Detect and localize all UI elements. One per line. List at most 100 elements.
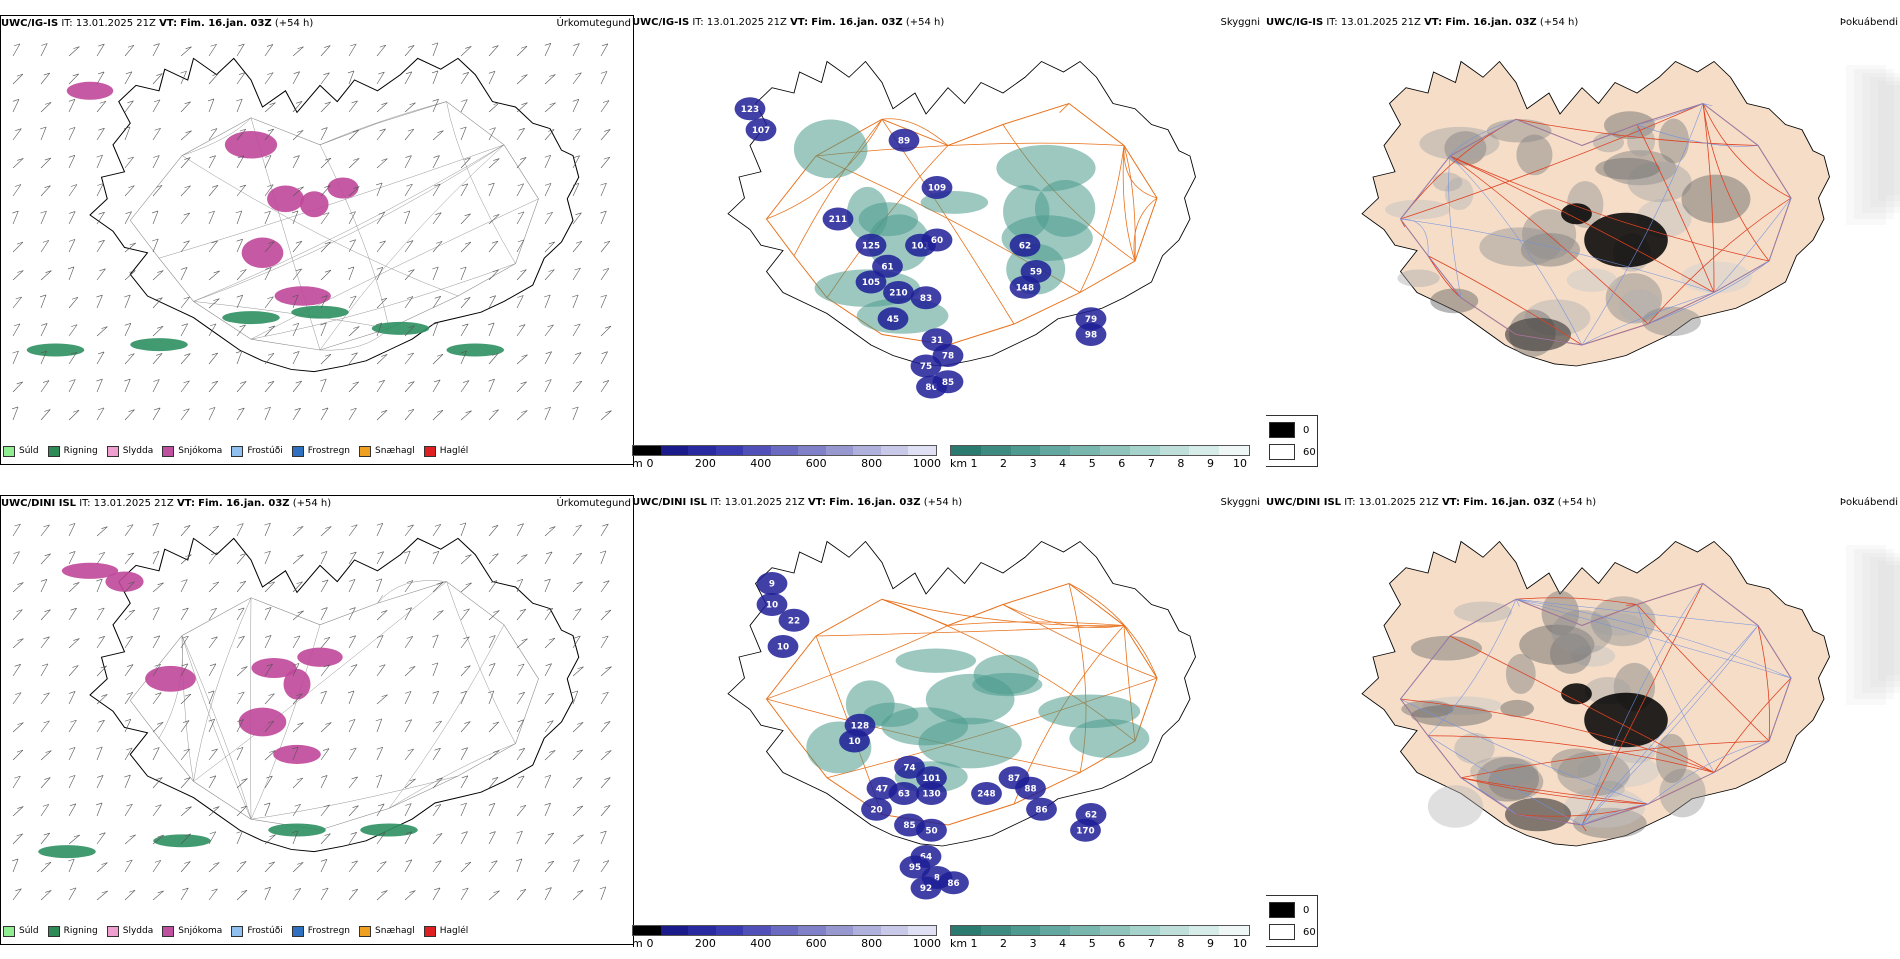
cloudbase-value: 62 [1019,242,1031,252]
cloudbase-visibility-panel: UWC/DINI ISL IT: 13.01.2025 21Z VT: Fim.… [632,495,1262,959]
low-cloud-area [932,370,964,394]
low-cloud-area [734,97,766,121]
fog-probability-area [1551,609,1613,655]
fog-probability-area [1590,596,1656,647]
legend-item: Snjókoma [162,445,223,457]
colorbar-tick: 0 [646,457,654,470]
fog-probability-area [1430,288,1479,314]
header-cloud: UWC/DINI ISL IT: 13.01.2025 21Z VT: Fim.… [632,495,962,511]
legend-swatch [359,925,372,937]
cloudbase-value: 87 [1008,774,1020,784]
rain-area [26,343,85,357]
colorbar-tick: 6 [1118,937,1126,950]
fog-legend-row: 60 [1269,924,1316,940]
colorbar-tick: 3 [1029,937,1037,950]
colorbar-tick: 1 [970,457,978,470]
rain-area [360,823,418,837]
legend-label: Snjókoma [178,446,223,456]
cloudbase-value: 61 [881,263,893,273]
fog-probability-area [1427,785,1484,828]
low-cloud-area [916,818,947,842]
legend-item: Snæhagl [359,925,415,937]
legend-swatch [47,925,60,937]
low-cloud-area [855,233,887,257]
lead-time: (+54 h) [292,498,332,509]
colorbar-ramp [950,445,1250,456]
colorbar-tick: 7 [1147,937,1155,950]
valid-time: Fim. 16.jan. 03Z [180,18,272,29]
cloudbase-colorbar: m 0 200 400 600 800 1000 [632,445,941,479]
colorbar-tick: 1000 [913,937,941,950]
cloudbase-value: 210 [889,289,907,299]
fog-legend: 0 60 [1266,415,1318,467]
colorbar-tick: 5 [1088,937,1096,950]
header-cloud: UWC/IG-IS IT: 13.01.2025 21Z VT: Fim. 16… [632,15,944,31]
snow-area [105,571,144,592]
snow-area [238,707,287,737]
iceland-coastline [89,57,580,373]
fog-probability-area [1659,768,1706,818]
low-visibility-area [793,119,868,179]
fog-indicator-panel: UWC/IG-IS IT: 13.01.2025 21Z VT: Fim. 16… [1266,15,1900,479]
legend-item: Súld [3,445,39,457]
fog-probability-area [1410,635,1483,661]
colorbar-unit: m [632,457,643,470]
low-cloud-area [756,592,788,617]
snow-area [297,647,343,667]
legend-swatch [3,925,15,937]
dense-fog-area [1584,692,1668,748]
legend-label: Snæhagl [375,446,415,456]
cloudbase-value: 10 [848,737,860,747]
colorbar-tick: 600 [805,937,827,950]
offshore-haze [1886,565,1900,675]
cloudbase-value: 47 [876,785,888,795]
offshore-haze [1870,77,1900,207]
issue-time-label: IT: [692,17,704,28]
fog-probability-area [1397,269,1440,287]
low-visibility-area [918,717,1022,769]
precip-type-legend: Súld Rigning Slydda Snjókoma Frostúði Frostre… [3,923,477,939]
fog-probability-area [1603,150,1677,186]
cloudbase-value: 86 [925,383,937,393]
colorbar-tick: 9 [1206,937,1214,950]
colorbar-tick: 5 [1088,457,1096,470]
fog-indicator-panel: UWC/DINI ISL IT: 13.01.2025 21Z VT: Fim.… [1266,495,1900,959]
offshore-haze [1862,553,1900,693]
low-cloud-area [883,280,914,305]
legend-item: Slydda [106,445,153,457]
fog-probability-area [1627,126,1656,157]
snow-area [251,657,297,679]
cloudbase-value: 88 [1024,785,1036,795]
valid-time: Fim. 16.jan. 03Z [1463,497,1555,508]
issue-time-label: IT: [1326,17,1338,28]
cloudbase-value: 170 [1076,827,1094,837]
rain-area [130,338,188,352]
fog-map [1361,60,1900,367]
low-cloud-area [861,797,892,821]
lead-time: (+54 h) [905,17,945,28]
cloudbase-value: 20 [870,806,882,816]
cloudbase-value: 78 [942,352,954,362]
colorbar-tick: 2 [1000,457,1008,470]
cloudbase-value: 92 [920,884,932,894]
header-fog: UWC/DINI ISL IT: 13.01.2025 21Z VT: Fim.… [1266,495,1596,511]
fog-probability-area [1444,131,1487,166]
colorbar-ramp [950,925,1250,936]
colorbar-tick: 2 [1000,937,1008,950]
fog-probability-area [1618,289,1661,323]
cloudbase-value: 101 [922,774,940,784]
snow-area [267,185,304,213]
wind-barbs [11,522,612,901]
snow-area [274,286,331,306]
low-cloud-area [756,571,788,596]
colorbar-tick: 8 [1177,457,1185,470]
snow-area [327,177,359,199]
fog-probability-area [1590,612,1644,636]
cloudbase-value: 31 [931,336,943,346]
rain-area [38,845,96,859]
fog-probability-area [1655,733,1688,783]
issue-time: 13.01.2025 21Z [1340,17,1421,28]
issue-time-label: IT: [79,498,91,509]
colorbar-tick: 400 [750,937,772,950]
low-visibility-area [996,144,1096,192]
